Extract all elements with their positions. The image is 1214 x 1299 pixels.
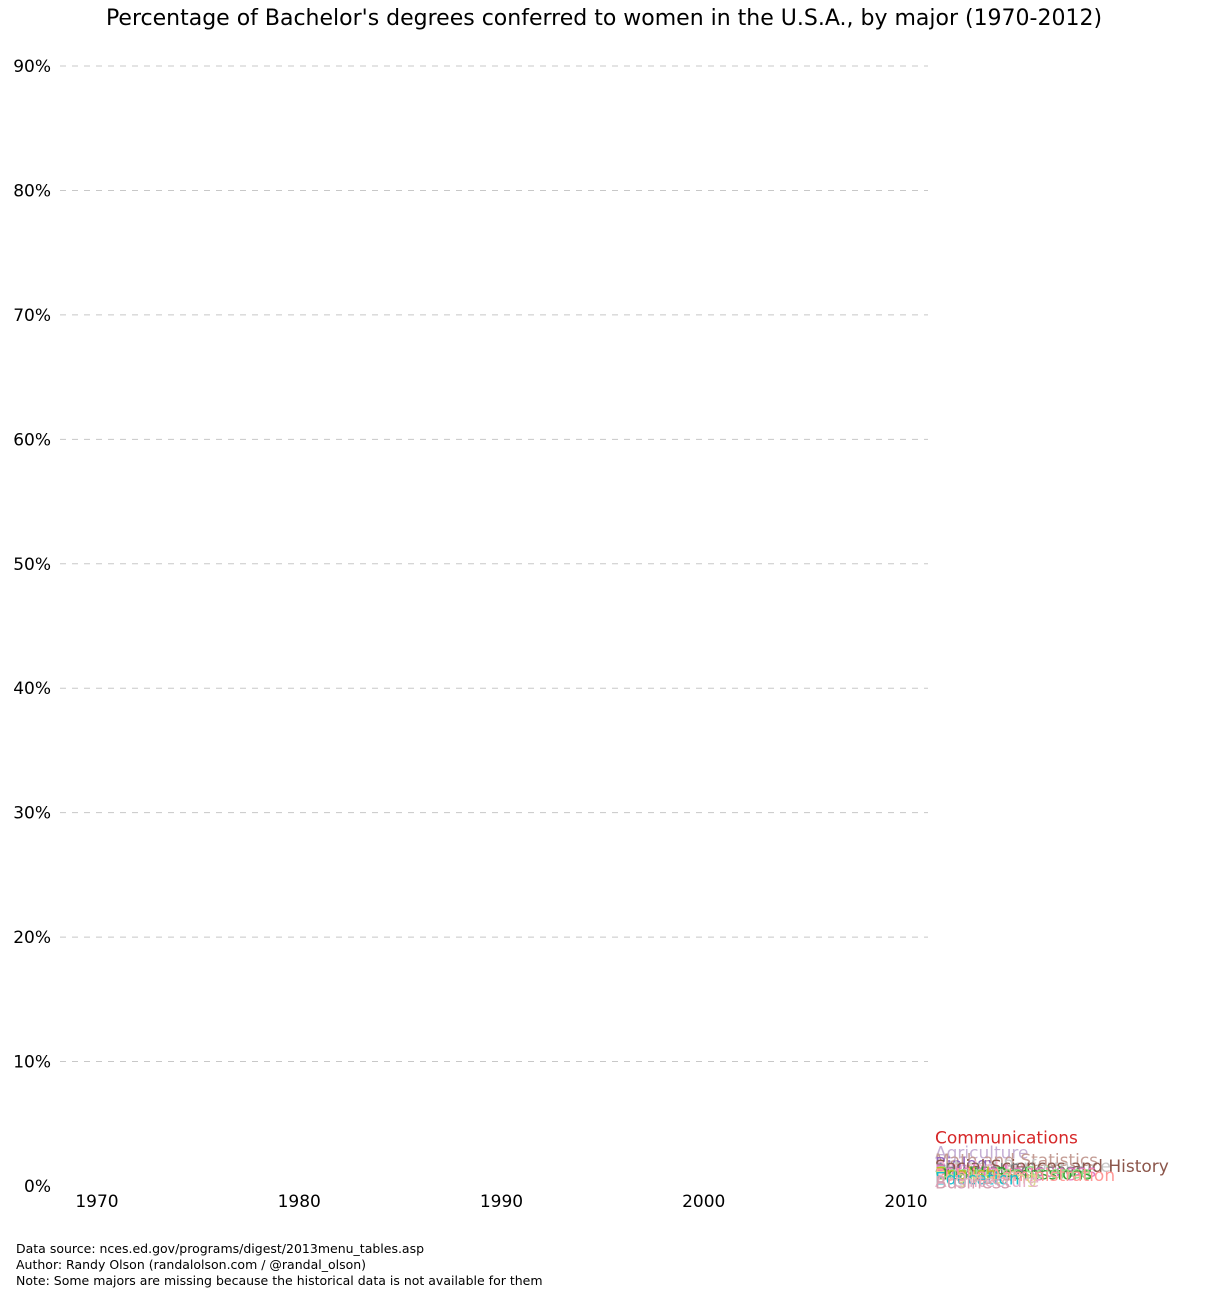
series-label: Education <box>935 1170 1020 1190</box>
series-label: Foreign Languages <box>935 1162 1096 1182</box>
series-label: Communications <box>935 1128 1078 1148</box>
series-label: Computer Science <box>935 1163 1091 1183</box>
x-tick-label: 2000 <box>682 1192 725 1212</box>
series-label: Public Administration <box>935 1166 1115 1186</box>
series-label: Agriculture <box>935 1143 1029 1163</box>
y-tick-label: 60% <box>13 430 51 450</box>
series-label: Social Sciences and History <box>935 1157 1169 1177</box>
y-tick-label: 70% <box>13 306 51 326</box>
x-axis-ticks: 1970 1980 1990 2000 2010 <box>75 1192 927 1212</box>
series-label: Physical Sciences <box>935 1161 1084 1181</box>
y-tick-label: 90% <box>13 57 51 77</box>
series-label: English <box>935 1165 996 1185</box>
x-tick-label: 1990 <box>480 1192 523 1212</box>
y-tick-label: 10% <box>13 1053 51 1073</box>
y-axis-ticks: 0% 10% 20% 30% 40% 50% 60% 70% 80% 90% <box>13 57 51 1197</box>
series-label: Art and Performance <box>935 1157 1111 1177</box>
chart-title: Percentage of Bachelor's degrees conferr… <box>105 6 1103 31</box>
series-label: Engineering <box>935 1168 1037 1188</box>
series-label: Psychology <box>935 1158 1030 1178</box>
y-tick-label: 50% <box>13 555 51 575</box>
y-tick-label: 30% <box>13 804 51 824</box>
x-tick-label: 2010 <box>884 1192 927 1212</box>
author-note: Author: Randy Olson (randalolson.com / @… <box>16 1257 367 1272</box>
series-label: Architecture <box>935 1172 1039 1192</box>
series-label: Math and Statistics <box>935 1151 1098 1171</box>
line-chart: 0%10%20%30%40%50%60%70%80%90% 1970 1980 19… <box>13 57 1169 1212</box>
missing-majors-note: Note: Some majors are missing because th… <box>16 1273 543 1288</box>
x-tick-label: 1970 <box>75 1192 118 1212</box>
series-label: Health Professions <box>935 1165 1092 1185</box>
x-tick-label: 1980 <box>278 1192 321 1212</box>
data-source-note: Data source: nces.ed.gov/programs/digest… <box>16 1241 425 1256</box>
y-tick-label: 0% <box>24 1177 51 1197</box>
y-tick-label: 20% <box>13 928 51 948</box>
footer: Data source: nces.ed.gov/programs/digest… <box>16 1241 543 1289</box>
series-label: Business <box>935 1173 1010 1193</box>
series-label: Biology <box>935 1155 998 1175</box>
y-tick-label: 80% <box>13 181 51 201</box>
gridlines <box>60 65 928 1063</box>
y-tick-label: 40% <box>13 679 51 699</box>
